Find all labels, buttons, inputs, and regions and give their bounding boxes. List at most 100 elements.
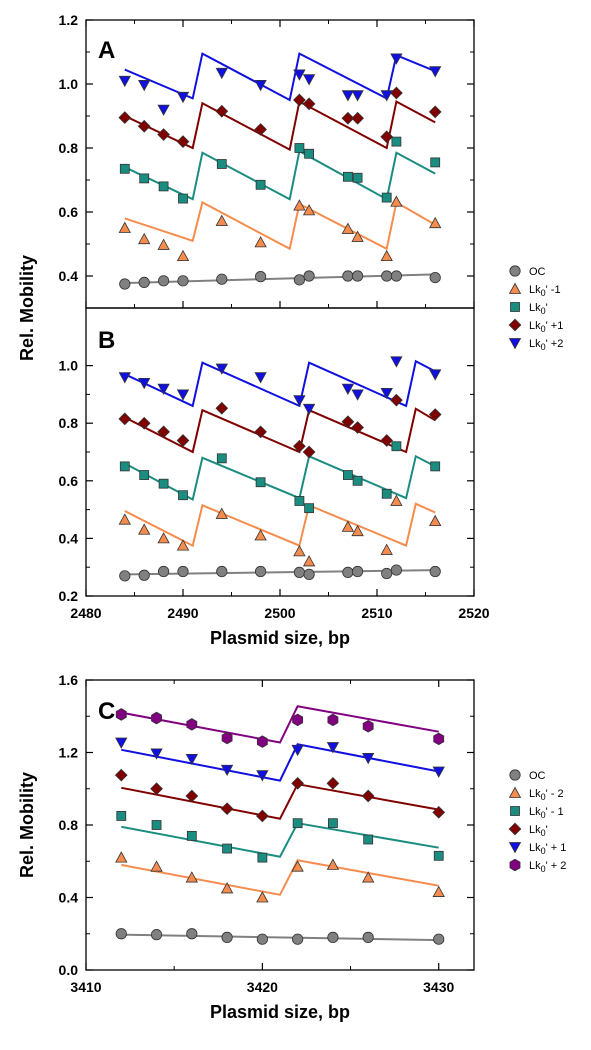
y-tick-label: 0.8 (59, 817, 79, 833)
data-point-series-3 (380, 130, 394, 144)
data-point-series-1 (176, 249, 190, 262)
data-point-series-5 (327, 713, 339, 727)
data-point-series-1 (254, 529, 267, 541)
data-point-series-3 (351, 111, 364, 125)
data-point-series-0 (255, 271, 267, 283)
y-tick-label: 1.0 (59, 76, 79, 92)
data-point-series-2 (158, 478, 169, 489)
data-point-series-2 (139, 470, 150, 480)
data-point-series-2 (255, 179, 266, 190)
data-point-series-0 (429, 271, 441, 284)
data-point-series-4 (118, 372, 131, 384)
data-point-series-5 (151, 711, 162, 725)
data-point-series-3 (293, 439, 306, 453)
y-tick-label: 0.4 (59, 890, 79, 906)
legend-marker (508, 786, 522, 798)
data-point-series-2 (381, 192, 392, 203)
y-tick-label: 0.8 (59, 140, 79, 156)
legend-label: Lk0' -1 (529, 284, 561, 298)
data-point-series-3 (432, 805, 446, 819)
legend-label: OC (529, 770, 546, 782)
y-tick-label: 0.4 (59, 268, 79, 284)
data-point-series-0 (177, 275, 189, 287)
legend-label: Lk0' - 1 (529, 806, 564, 820)
panel-letter: B (98, 327, 115, 354)
y-tick-label: 0.6 (59, 473, 79, 489)
legend-marker (508, 822, 522, 836)
x-axis-title: Plasmid size, bp (210, 1002, 350, 1022)
fit-line-1 (124, 502, 436, 548)
data-point-series-1 (351, 524, 364, 537)
data-point-series-2 (391, 441, 402, 452)
legend-panel-c: OC Lk0' - 2 Lk0' - 1 Lk0' Lk0' + 1 Lk0' + 2 (508, 769, 566, 874)
data-point-series-1 (291, 860, 304, 872)
data-point-series-1 (351, 230, 364, 242)
panel-letter: A (98, 37, 115, 64)
legend-marker (508, 338, 522, 350)
data-point-series-0 (303, 270, 315, 282)
data-point-series-2 (294, 496, 305, 506)
data-point-series-2 (257, 852, 268, 863)
data-point-series-1 (150, 860, 163, 872)
data-point-series-4 (341, 90, 355, 102)
data-point-series-0 (158, 275, 170, 287)
data-point-series-2 (216, 159, 227, 169)
data-point-series-2 (352, 172, 363, 183)
data-point-series-5 (221, 731, 233, 745)
plot-frame (85, 307, 475, 597)
data-point-series-1 (176, 539, 190, 551)
legend-label: Lk0' +2 (529, 338, 563, 352)
data-point-series-4 (220, 764, 234, 777)
data-point-series-3 (150, 782, 163, 796)
data-point-series-4 (115, 737, 128, 749)
x-tick-label: 3410 (70, 979, 101, 995)
data-point-series-2 (292, 818, 303, 829)
data-point-series-2 (433, 850, 444, 861)
x-tick-label: 2520 (458, 605, 489, 621)
legend-label: Lk0' - 2 (529, 788, 564, 802)
data-point-series-3 (302, 97, 316, 111)
x-tick-label: 3420 (247, 979, 278, 995)
fit-line-1 (124, 200, 436, 251)
data-point-series-1 (138, 523, 151, 535)
fit-line-2 (124, 149, 436, 201)
data-point-series-4 (157, 104, 170, 116)
data-point-series-2 (381, 488, 392, 499)
data-point-series-4 (302, 403, 316, 416)
x-axis-title: Plasmid size, bp (210, 628, 350, 648)
data-point-series-0 (221, 931, 233, 943)
data-point-series-1 (118, 513, 131, 525)
data-point-series-1 (118, 221, 131, 233)
data-point-series-5 (433, 732, 445, 746)
legend-panels-ab: OC Lk0' -1 Lk0' Lk0' +1 Lk0' +2 (508, 265, 563, 352)
data-point-series-4 (215, 67, 228, 80)
data-point-series-0 (390, 270, 402, 282)
y-tick-label: 0.4 (59, 530, 79, 546)
data-point-series-0 (292, 933, 304, 945)
data-point-series-4 (351, 90, 364, 102)
fit-line-4 (124, 359, 436, 408)
data-point-series-3 (326, 776, 340, 790)
data-point-series-3 (428, 105, 442, 119)
data-point-series-0 (433, 933, 445, 945)
data-point-series-2 (255, 477, 266, 488)
data-point-series-2 (328, 818, 338, 829)
data-point-series-4 (138, 377, 151, 390)
data-point-series-2 (363, 834, 374, 845)
data-point-series-3 (293, 93, 306, 107)
data-point-series-1 (341, 222, 355, 234)
fit-line-1 (121, 859, 439, 896)
data-point-series-3 (380, 434, 394, 447)
legend-label: Lk0' + 2 (529, 860, 566, 874)
data-point-series-0 (293, 566, 305, 578)
data-point-series-0 (255, 565, 267, 578)
data-point-series-2 (116, 811, 127, 821)
x-tick-label: 2490 (167, 605, 198, 621)
data-point-series-4 (291, 744, 304, 757)
data-point-series-4 (138, 80, 151, 92)
fit-line-4 (121, 743, 439, 782)
data-point-series-3 (137, 416, 151, 430)
data-point-series-3 (215, 104, 229, 118)
data-point-series-1 (138, 232, 151, 245)
data-point-series-3 (137, 119, 151, 133)
